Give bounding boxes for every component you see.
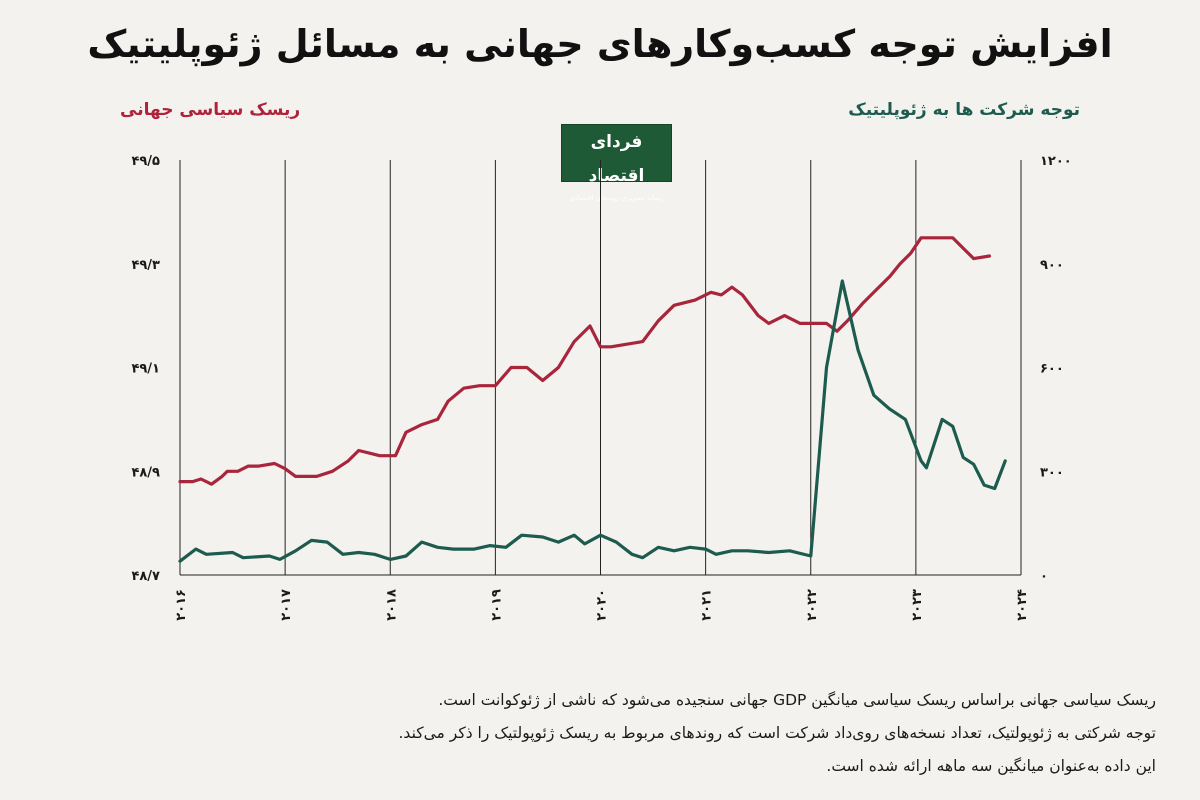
left-tick-label: ۴۹/۵ xyxy=(131,154,160,169)
chart-title: افزایش توجه کسب‌وکارهای جهانی به مسائل ژ… xyxy=(87,22,1113,66)
x-tick-label: ۲۰۱۹ xyxy=(489,589,504,621)
right-axis-title: توجه شرکت ها به ژئوپلیتیک xyxy=(848,100,1080,120)
footnote-1: ریسک سیاسی جهانی براساس ریسک سیاسی میانگ… xyxy=(438,691,1156,709)
right-tick-label: ۹۰۰ xyxy=(1040,258,1064,273)
logo-tagline: رسانه تصویری روندهای اقتصادی xyxy=(569,194,664,202)
right-tick-label: ۱۲۰۰ xyxy=(1040,154,1072,169)
right-tick-label: ۳۰۰ xyxy=(1040,465,1064,480)
x-tick-label: ۲۰۲۴ xyxy=(1015,589,1030,621)
x-tick-label: ۲۰۲۱ xyxy=(700,589,715,621)
footnote-3: این داده به‌عنوان میانگین سه ماهه ارائه … xyxy=(826,757,1156,775)
left-tick-label: ۴۹/۳ xyxy=(131,258,160,273)
x-tick-label: ۲۰۱۸ xyxy=(384,589,399,621)
left-tick-label: ۴۸/۷ xyxy=(131,569,160,584)
footnote-2: توجه شرکتی به ژئوپولتیک، تعداد نسخه‌های … xyxy=(398,724,1157,742)
left-tick-label: ۴۸/۹ xyxy=(131,465,160,480)
attention-series-line xyxy=(178,279,1007,563)
x-tick-label: ۲۰۱۷ xyxy=(279,589,294,621)
logo-name: فردای اقتصاد xyxy=(588,132,645,186)
x-tick-label: ۲۰۱۶ xyxy=(174,589,189,621)
risk-series-line xyxy=(178,236,992,486)
left-tick-label: ۴۹/۱ xyxy=(131,362,160,377)
x-tick-label: ۲۰۲۲ xyxy=(805,589,820,621)
x-tick-label: ۲۰۲۰ xyxy=(595,589,610,621)
line-chart: ۲۰۱۶ ۲۰۱۷ ۲۰۱۸ ۲۰۱۹ ۲۰۲۰ ۲۰۲۱ ۲۰۲۲ ۲۰۲۳ ۲۰۲۴ ۴۸/۷… xyxy=(131,154,1072,621)
footnotes: ریسک سیاسی جهانی براساس ریسک سیاسی میانگ… xyxy=(46,684,1157,783)
left-axis-title: ریسک سیاسی جهانی xyxy=(120,100,301,120)
brand-logo: فردای اقتصاد رسانه تصویری روندهای اقتصاد… xyxy=(561,124,672,202)
x-tick-label: ۲۰۲۳ xyxy=(910,589,925,621)
right-tick-label: ۶۰۰ xyxy=(1040,362,1064,377)
right-tick-label: ۰ xyxy=(1040,569,1048,584)
